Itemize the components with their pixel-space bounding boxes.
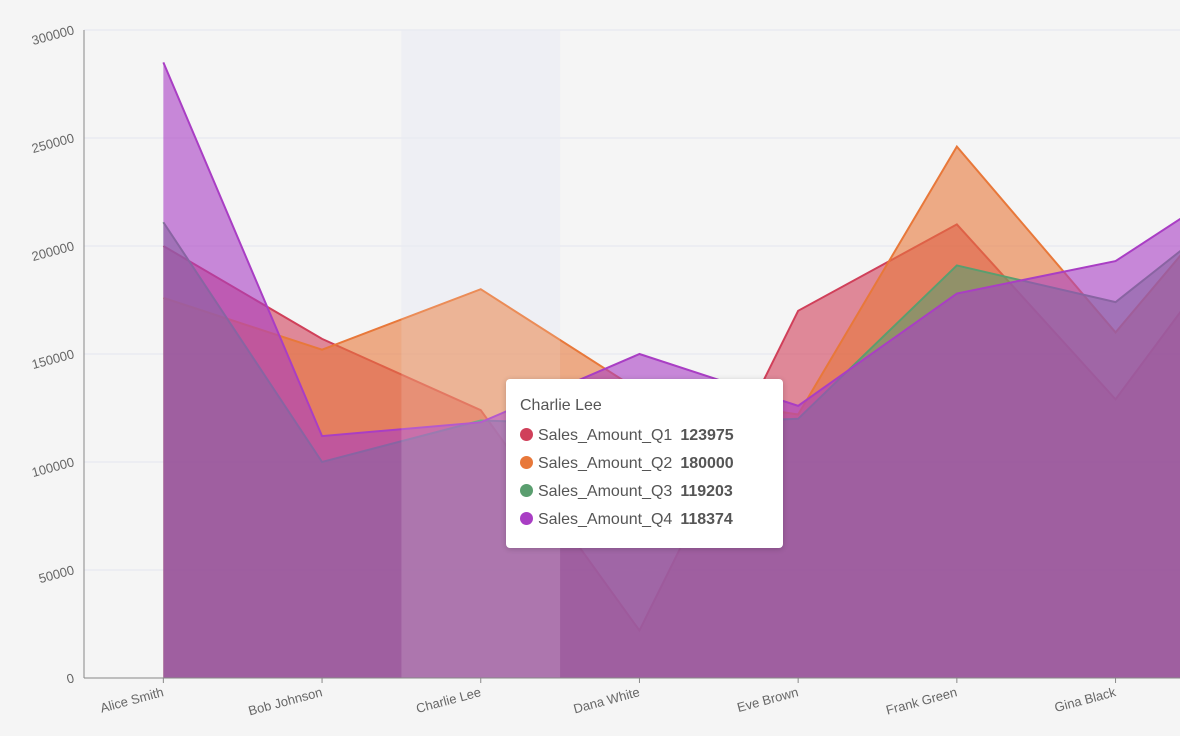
tooltip-row: Sales_Amount_Q3 119203 [520,478,769,506]
tooltip-value: 123975 [680,427,734,444]
y-tick-label: 300000 [30,22,76,48]
tooltip-dot [520,512,533,525]
x-tick-label: Eve Brown [735,684,800,715]
x-tick-label: Charlie Lee [414,684,482,716]
tooltip-name: Sales_Amount_Q2 [538,455,673,472]
tooltip-row: Sales_Amount_Q4 118374 [520,506,769,534]
tooltip-name: Sales_Amount_Q4 [538,511,673,528]
tooltip-row: Sales_Amount_Q1 123975 [520,422,769,450]
tooltip: Charlie Lee Sales_Amount_Q1 123975 Sales_Am… [506,379,783,548]
tooltip-row: Sales_Amount_Q2 180000 [520,450,769,478]
y-tick-label: 100000 [30,454,76,480]
y-tick-label: 200000 [30,238,76,264]
y-tick-label: 0 [65,670,76,686]
x-tick-label: Frank Green [884,684,958,717]
tooltip-value: 119203 [680,483,733,500]
tooltip-name: Sales_Amount_Q3 [538,483,673,500]
tooltip-name: Sales_Amount_Q1 [538,427,673,444]
x-tick-label: Bob Johnson [247,684,324,718]
hover-highlight [401,30,561,678]
y-tick-label: 250000 [30,130,76,156]
tooltip-dot [520,456,533,469]
tooltip-value: 180000 [680,455,734,472]
area [163,62,1180,678]
tooltip-title: Charlie Lee [520,397,602,414]
tooltip-dot [520,484,533,497]
y-tick-label: 50000 [37,562,76,586]
y-tick-label: 150000 [30,346,76,372]
tooltip-dot [520,428,533,441]
x-tick-label: Dana White [572,684,641,716]
x-tick-label: Alice Smith [98,684,165,715]
tooltip-value: 118374 [680,511,733,528]
x-tick-label: Gina Black [1053,684,1118,715]
